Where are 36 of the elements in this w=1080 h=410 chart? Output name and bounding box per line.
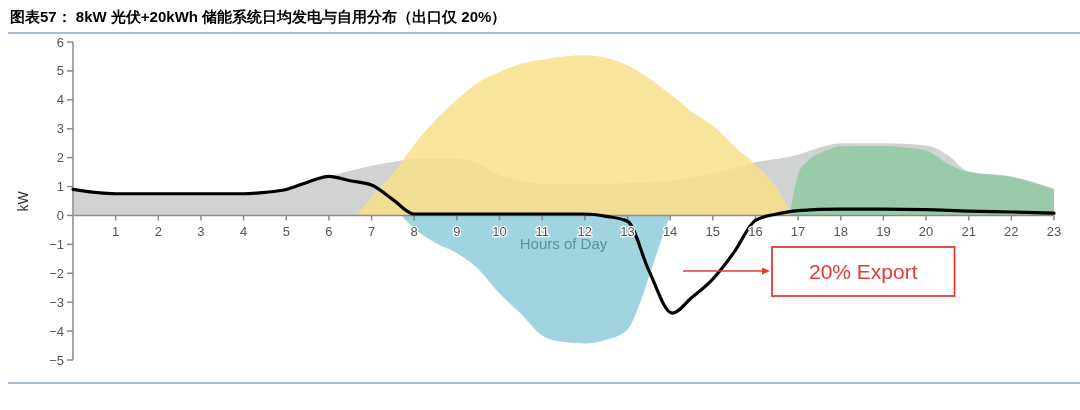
x-tick-label: 15 xyxy=(705,224,721,240)
y-tick-label: 1 xyxy=(56,179,64,195)
x-tick-label: 21 xyxy=(961,224,976,240)
y-tick-label: 3 xyxy=(56,121,64,137)
y-axis-title: kW xyxy=(15,190,31,212)
x-tick-label: 14 xyxy=(662,224,678,240)
y-tick-label: 4 xyxy=(56,92,64,108)
y-tick-label: −2 xyxy=(49,265,64,281)
x-tick-label: 4 xyxy=(239,224,248,240)
x-tick-label: 16 xyxy=(748,224,763,240)
y-tick-label: −3 xyxy=(49,294,64,310)
y-tick-label: 6 xyxy=(56,34,64,50)
annotation: 20% Export xyxy=(809,259,918,283)
y-tick-label: 5 xyxy=(56,63,64,79)
x-tick-label: 22 xyxy=(1004,224,1019,240)
x-tick-label: 5 xyxy=(282,224,290,240)
y-tick-label: −1 xyxy=(49,236,64,252)
x-tick-label: 19 xyxy=(876,224,891,240)
x-tick-label: 1 xyxy=(112,224,120,240)
y-tick-label: 0 xyxy=(56,207,64,223)
x-tick-label: 13 xyxy=(620,224,635,240)
x-tick-label: 10 xyxy=(492,224,507,240)
x-tick-label: 23 xyxy=(1046,224,1062,240)
chart-title: 图表57： 8kW 光伏+20kWh 储能系统日均发电与自用分布（出口仅 20%） xyxy=(10,8,507,25)
x-tick-label: 9 xyxy=(453,224,461,240)
y-tick-label: −4 xyxy=(49,323,64,339)
x-tick-label: 3 xyxy=(197,224,205,240)
x-tick-label: 7 xyxy=(367,224,376,240)
x-tick-label: 20 xyxy=(918,224,934,240)
y-tick-label: −5 xyxy=(49,352,64,368)
x-tick-label: 8 xyxy=(410,224,418,240)
x-tick-label: 18 xyxy=(833,224,848,240)
y-tick-label: 2 xyxy=(56,150,64,166)
x-tick-label: 6 xyxy=(325,224,333,240)
x-tick-label: 17 xyxy=(790,224,806,240)
x-tick-label: 2 xyxy=(154,224,162,240)
